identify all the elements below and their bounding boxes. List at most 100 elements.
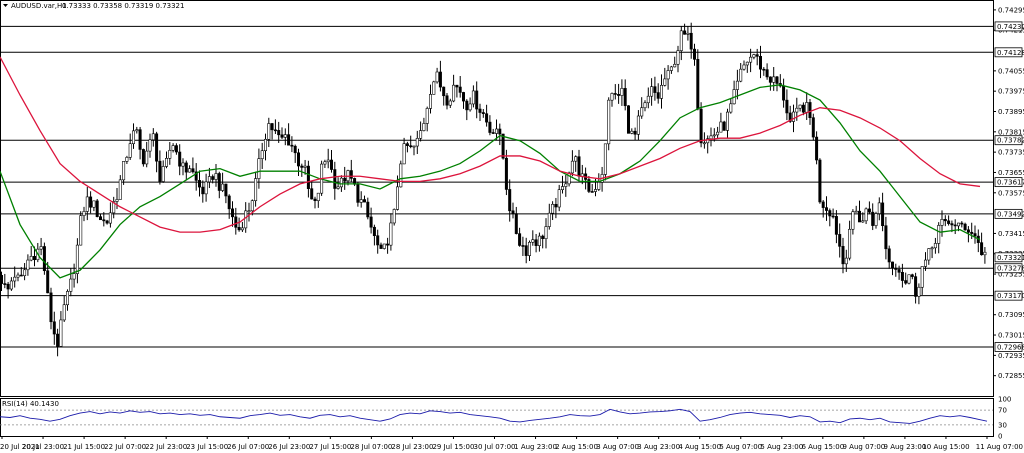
candle-body [122, 161, 126, 181]
candle-body [937, 225, 941, 244]
candle-body [857, 210, 861, 223]
candle-body [494, 128, 498, 134]
candle-body [32, 256, 36, 261]
candle-body [788, 112, 792, 122]
candle-body [871, 211, 875, 226]
candle-body [907, 274, 911, 284]
candle-body [72, 273, 76, 280]
candle-body [49, 292, 53, 323]
level-label-box [994, 290, 1023, 301]
candle-body [742, 64, 746, 70]
candle-body [333, 169, 337, 189]
candle-body [636, 115, 640, 135]
candle-body [844, 257, 848, 265]
candle-body [904, 280, 908, 284]
candle-body [541, 235, 545, 239]
candle-body [115, 199, 119, 202]
candle-body [640, 107, 644, 117]
candle-body [39, 246, 43, 250]
candle-body [765, 69, 769, 78]
candle-body [395, 186, 399, 210]
main-plot-frame [0, 0, 994, 397]
candle-body [300, 165, 304, 168]
candle-body [214, 173, 218, 180]
candle-body [85, 196, 89, 212]
time-tick-label: 28 Jul 07:00 [350, 443, 392, 451]
candle-body [445, 95, 449, 106]
candle-body [551, 203, 555, 214]
candle-body [273, 129, 277, 132]
chevron-down-icon[interactable] [3, 4, 8, 7]
candle-body [359, 199, 363, 203]
time-tick-label: 6 Aug 15:00 [801, 443, 844, 451]
rsi-scale-label: 70 [998, 407, 1007, 415]
candle-body [99, 216, 103, 221]
candle-body [815, 136, 819, 161]
candle-body [933, 243, 937, 249]
candle-body [564, 183, 568, 187]
level-label-box [994, 21, 1023, 32]
level-label-box [994, 208, 1023, 219]
candle-body [808, 102, 812, 118]
candle-body [795, 107, 799, 113]
candle-body [544, 226, 548, 239]
candle-body [597, 182, 601, 190]
candle-body [303, 165, 307, 168]
candle-body [547, 212, 551, 227]
candle-body [947, 220, 951, 224]
candle-body [805, 102, 809, 113]
price-tick-label: 0.74295 [998, 6, 1024, 14]
candle-body [217, 173, 221, 191]
candle-body [287, 134, 291, 146]
candle-body [290, 144, 294, 147]
candle-body [250, 200, 254, 212]
time-tick-label: 2 Aug 15:00 [555, 443, 598, 451]
price-tick-label: 0.73895 [998, 108, 1024, 116]
candle-body [729, 103, 733, 113]
candle-body [310, 188, 314, 200]
candle-body [405, 143, 409, 146]
time-tick-label: 30 Jul 07:00 [474, 443, 516, 451]
time-tick-label: 3 Aug 23:00 [637, 443, 680, 451]
level-label: 0.73278 [997, 265, 1024, 273]
candle-body [155, 133, 159, 162]
candle-body [409, 145, 413, 147]
candle-body [448, 100, 452, 106]
time-tick-label: 23 Jul 15:00 [186, 443, 228, 451]
candle-body [970, 231, 974, 234]
candle-body [537, 235, 541, 246]
candle-body [646, 95, 650, 104]
candle-body [923, 259, 927, 267]
candle-body [851, 211, 855, 230]
candle-body [488, 121, 492, 133]
candle-body [593, 189, 597, 192]
candle-body [204, 181, 208, 195]
candle-body [108, 212, 112, 224]
candle-body [29, 256, 33, 261]
candle-body [62, 304, 66, 321]
candle-body [587, 179, 591, 192]
candle-body [590, 191, 594, 193]
level-label-box [994, 263, 1023, 274]
candle-body [890, 261, 894, 269]
candle-body [247, 210, 251, 213]
current-price-label: 0.73321 [997, 254, 1024, 262]
candle-body [138, 129, 142, 150]
candle-body [498, 128, 502, 135]
time-tick-label: 5 Aug 23:00 [760, 443, 803, 451]
candle-body [23, 269, 27, 277]
candle-body [630, 130, 634, 134]
candle-body [3, 283, 7, 285]
time-tick-label: 3 Aug 07:00 [596, 443, 639, 451]
candle-body [471, 90, 475, 105]
time-tick-label: 26 Jul 07:00 [227, 443, 269, 451]
candle-body [626, 105, 630, 134]
candle-body [656, 92, 660, 99]
candle-body [19, 274, 23, 277]
candle-body [145, 150, 149, 165]
price-tick-label: 0.73575 [998, 189, 1024, 197]
candle-body [798, 104, 802, 109]
candle-body [659, 85, 663, 99]
